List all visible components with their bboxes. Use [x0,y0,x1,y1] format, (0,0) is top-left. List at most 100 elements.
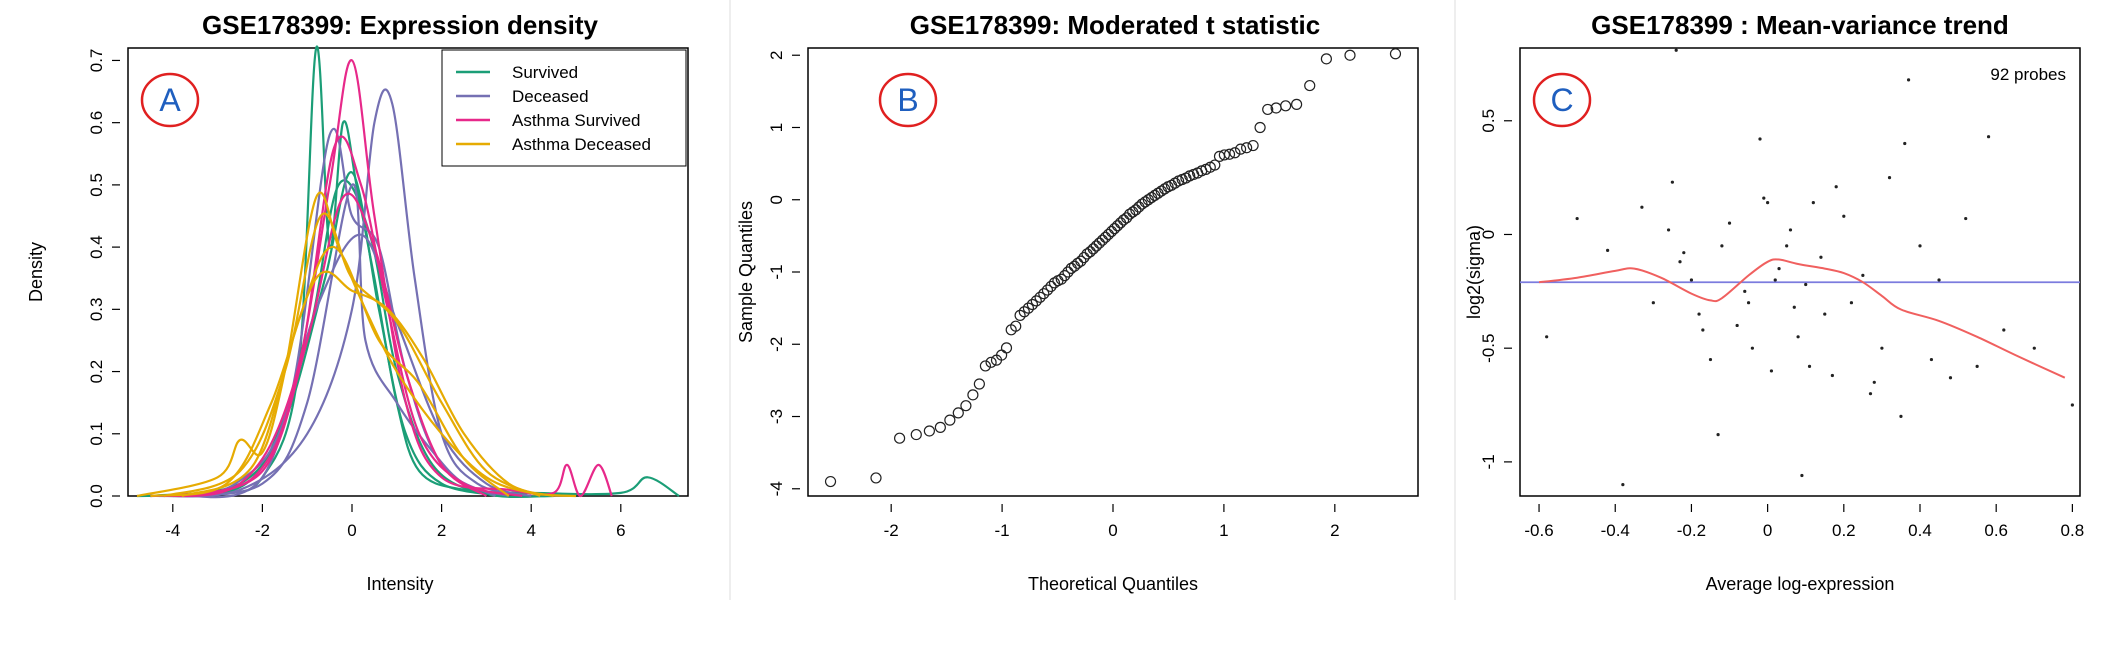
probe-point [2032,346,2036,350]
qq-point [1223,148,1236,160]
y-tick-label: -4 [767,481,786,496]
y-tick-label: -0.5 [1479,334,1498,363]
qq-point [934,421,946,433]
qq-point [1105,225,1118,238]
y-tick-label: 0.6 [87,111,106,135]
qq-point [1034,291,1046,303]
legend-label: Deceased [512,87,589,106]
x-tick-label: 0.4 [1908,521,1932,540]
y-tick-label: -2 [767,337,786,352]
legend-label: Asthma Survived [512,111,641,130]
probe-point [1621,483,1625,487]
qq-point [1114,217,1127,229]
probe-point [1868,392,1873,396]
density-line [181,233,532,499]
qq-point [1010,320,1022,332]
x-tick-label: -1 [995,521,1010,540]
plot-frame [807,47,1419,497]
qq-point [1121,212,1133,224]
qq-point [923,425,935,437]
x-tick-label: -0.2 [1677,521,1706,540]
probe-point [1720,244,1724,248]
qq-point [1117,214,1130,226]
y-tick-label: -1 [1479,454,1498,469]
probe-point [1678,260,1682,264]
x-tick-label: 0.2 [1832,521,1856,540]
probe-point [1819,255,1823,259]
qq-point [1062,266,1074,278]
probe-point [1666,228,1671,232]
probe-point [1769,369,1774,373]
qq-point [1218,149,1230,161]
probe-point [1903,141,1907,146]
x-axis-label: Average log-expression [1706,574,1895,594]
y-tick-label: 0.5 [1479,109,1498,133]
chart-title: GSE178399: Moderated t statistic [910,10,1320,40]
probe-point [1773,278,1777,282]
qq-point [1093,237,1105,249]
density-curves [136,45,680,499]
probe-point [1606,248,1610,252]
qq-point [1389,48,1402,60]
probe-point [1708,357,1713,362]
probe-point [1834,185,1838,189]
qq-point [960,400,972,412]
y-tick-label: 0 [767,195,786,204]
x-axis-label: Intensity [366,574,433,594]
probe-point [1918,244,1922,248]
x-tick-label: 0.8 [2061,521,2085,540]
x-tick-label: -2 [884,521,899,540]
qq-point [824,475,837,488]
y-tick-label: 2 [767,50,786,59]
qq-point [1075,255,1087,267]
panel-badge-b: B [878,72,938,128]
probe-point [1575,216,1579,221]
probe-point [1735,323,1739,328]
x-tick-label: 0 [1108,521,1117,540]
qq-point [1344,49,1356,61]
badge-label: C [1550,82,1573,118]
badge-circle [140,72,200,128]
probe-point [1727,221,1732,225]
chart-title: GSE178399: Expression density [202,10,599,40]
density-line [172,192,488,498]
qq-point [967,389,979,401]
legend-label: Survived [512,63,578,82]
density-line [163,135,523,498]
probe-count-annotation: 92 probes [1990,65,2066,84]
mean-variance-panel: GSE178399 : Mean-variance trend -0.6 -0.4… [1464,10,2084,594]
probe-point [1640,205,1644,209]
qq-point [1254,121,1266,134]
qq-point [1130,204,1142,216]
qq-point [1084,246,1096,258]
qq-point [870,472,882,484]
probe-point [1716,432,1720,437]
x-tick-label: 2 [437,521,446,540]
probe-point [1750,346,1754,350]
qq-point [1018,306,1030,318]
probe-point [1682,251,1686,255]
probe-point [1785,244,1789,248]
probe-point [1697,312,1701,316]
qq-point [1090,240,1102,252]
plot-frame [127,47,689,497]
qq-point [1320,53,1332,65]
y-axis-label: Sample Quantiles [736,201,756,343]
probe-point [1830,373,1834,378]
density-line [136,191,577,498]
qq-point [1055,273,1067,285]
tick-group: -4 -2 0 2 4 6 0.0 0.1 0.2 0.3 0.4 0.5 0.6 0.7 [87,49,626,540]
probe-point [1766,201,1770,205]
qq-point [1000,342,1013,354]
lowess-trend-line [1538,258,2066,379]
x-tick-label: 4 [526,521,535,540]
x-tick-label: 1 [1219,521,1228,540]
qq-point [979,360,992,372]
panel-badge-a: A [140,72,200,128]
density-panel: GSE178399: Expression density -4 -2 0 2 4 6 0.… [26,10,689,594]
probe-point [1788,228,1793,232]
plot-frame [1519,47,2081,497]
qq-point [952,407,964,419]
probe-point [2002,328,2006,332]
probe-point [1804,282,1808,287]
